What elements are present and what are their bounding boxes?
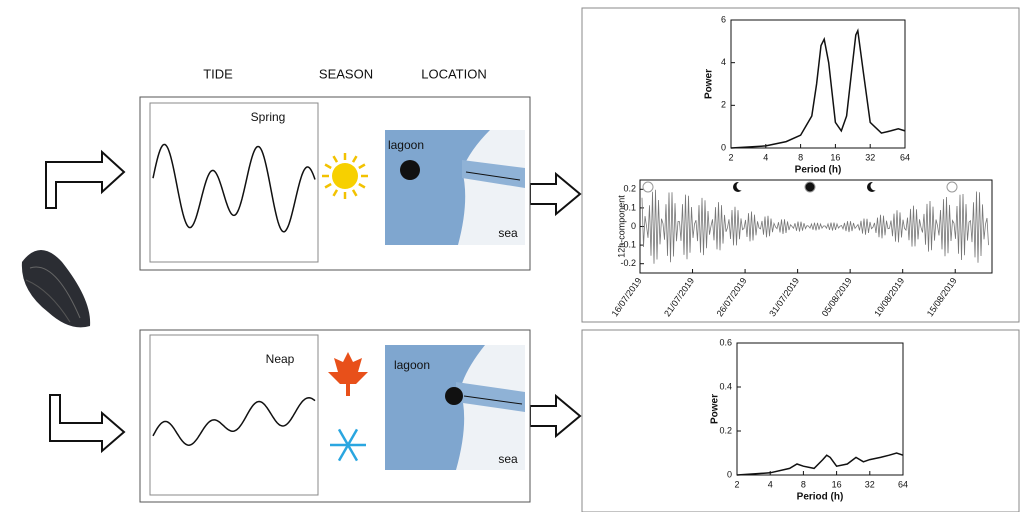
y-tick-label: 0: [721, 142, 726, 152]
arrow: [530, 174, 580, 214]
y-axis-label: 12h-component: [616, 195, 626, 258]
x-tick-label: 32: [865, 152, 875, 162]
y-tick-label: -0.2: [620, 258, 636, 268]
header: TIDE: [203, 66, 233, 81]
y-axis-label: Power: [704, 69, 715, 99]
x-tick-label: 2: [728, 152, 733, 162]
y-axis-label: Power: [710, 394, 721, 424]
x-tick-label: 32: [865, 479, 875, 489]
moon: [805, 182, 815, 192]
moon-shadow: [737, 182, 746, 191]
tide-label: Neap: [266, 352, 295, 366]
y-tick-label: 0.2: [623, 184, 636, 194]
y-tick-label: 4: [721, 57, 726, 67]
y-tick-label: 0.6: [719, 337, 732, 347]
arrow: [46, 152, 124, 208]
moon-shadow: [871, 182, 880, 191]
x-tick-label: 64: [898, 479, 908, 489]
arrow: [50, 395, 124, 451]
y-tick-label: 6: [721, 14, 726, 24]
y-tick-label: 0: [631, 221, 636, 231]
moon: [643, 182, 653, 192]
x-tick-label: 4: [763, 152, 768, 162]
x-axis-label: Period (h): [797, 492, 844, 503]
figure: TIDE SEASON LOCATION Spring lagoon sea N…: [0, 0, 1021, 512]
moon: [947, 182, 957, 192]
sea-label: sea: [498, 226, 518, 240]
x-axis-label: Period (h): [795, 165, 842, 176]
y-tick-label: 0: [727, 469, 732, 479]
mussel: [22, 250, 90, 327]
x-tick-label: 8: [801, 479, 806, 489]
x-tick-label: 2: [734, 479, 739, 489]
site: [445, 387, 463, 405]
x-tick-label: 64: [900, 152, 910, 162]
header: SEASON: [319, 66, 373, 81]
tide-label: Spring: [251, 110, 286, 124]
tide-box: [150, 103, 318, 262]
site: [400, 160, 420, 180]
y-tick-label: 2: [721, 100, 726, 110]
x-tick-label: 16: [830, 152, 840, 162]
sea-label: sea: [498, 452, 518, 466]
y-tick-label: 0.4: [719, 381, 732, 391]
x-tick-label: 16: [832, 479, 842, 489]
lagoon-label: lagoon: [394, 358, 430, 372]
x-tick-label: 4: [768, 479, 773, 489]
header: LOCATION: [421, 66, 487, 81]
y-tick-label: 0.2: [719, 425, 732, 435]
lagoon-label: lagoon: [388, 138, 424, 152]
x-tick-label: 8: [798, 152, 803, 162]
arrow: [530, 396, 580, 436]
